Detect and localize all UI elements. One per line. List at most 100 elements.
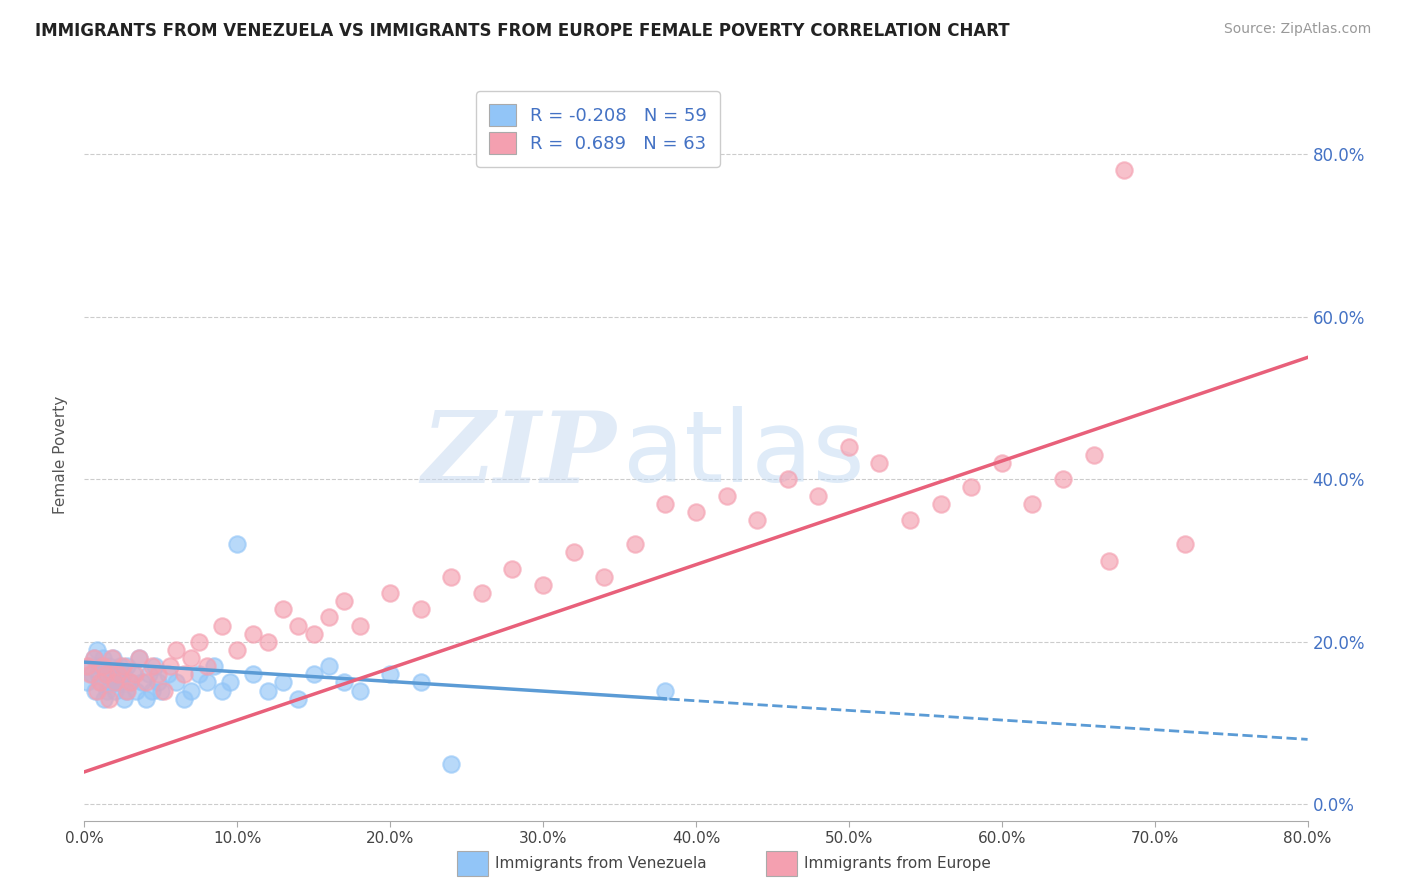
- Point: [120, 675, 142, 690]
- Point: [94, 667, 117, 681]
- Point: [173, 691, 195, 706]
- Point: [159, 659, 181, 673]
- Point: [195, 659, 218, 673]
- Point: [226, 643, 249, 657]
- Point: [108, 659, 131, 673]
- Point: [257, 683, 280, 698]
- Point: [502, 562, 524, 576]
- Point: [593, 570, 616, 584]
- Point: [110, 675, 132, 690]
- Point: [138, 667, 160, 681]
- Point: [685, 505, 707, 519]
- Point: [271, 602, 294, 616]
- Point: [1174, 537, 1197, 551]
- Point: [747, 513, 769, 527]
- Point: [104, 683, 127, 698]
- Point: [103, 651, 125, 665]
- Point: [101, 667, 124, 681]
- Text: Immigrants from Venezuela: Immigrants from Venezuela: [495, 856, 707, 871]
- Point: [1098, 553, 1121, 567]
- Point: [257, 635, 280, 649]
- Point: [79, 659, 101, 673]
- Point: [195, 675, 218, 690]
- Text: Immigrants from Europe: Immigrants from Europe: [804, 856, 991, 871]
- Point: [107, 667, 129, 681]
- Point: [409, 602, 432, 616]
- Text: atlas: atlas: [623, 407, 865, 503]
- Point: [165, 643, 187, 657]
- Point: [86, 643, 108, 657]
- Point: [112, 691, 135, 706]
- Point: [143, 659, 166, 673]
- Point: [302, 667, 325, 681]
- Point: [1021, 497, 1043, 511]
- Point: [89, 675, 111, 690]
- Point: [242, 667, 264, 681]
- Point: [202, 659, 225, 673]
- Point: [624, 537, 647, 551]
- Point: [107, 667, 129, 681]
- Point: [96, 683, 118, 698]
- Point: [1083, 448, 1105, 462]
- Point: [86, 683, 108, 698]
- Point: [440, 570, 463, 584]
- Point: [153, 683, 176, 698]
- Point: [654, 497, 676, 511]
- Point: [146, 675, 169, 690]
- Text: Source: ZipAtlas.com: Source: ZipAtlas.com: [1223, 22, 1371, 37]
- Point: [776, 472, 799, 486]
- Point: [124, 667, 146, 681]
- Point: [180, 683, 202, 698]
- Point: [135, 675, 157, 690]
- Y-axis label: Female Poverty: Female Poverty: [53, 396, 69, 514]
- Point: [165, 675, 187, 690]
- Point: [98, 675, 121, 690]
- Point: [807, 489, 830, 503]
- Point: [409, 675, 432, 690]
- Point: [1052, 472, 1074, 486]
- Point: [125, 683, 148, 698]
- Point: [76, 675, 98, 690]
- Point: [287, 691, 309, 706]
- Point: [122, 667, 145, 681]
- Point: [929, 497, 952, 511]
- Point: [101, 651, 124, 665]
- Point: [97, 691, 120, 706]
- Point: [111, 667, 134, 681]
- Point: [318, 610, 340, 624]
- Point: [105, 675, 128, 690]
- Point: [180, 651, 202, 665]
- Text: IMMIGRANTS FROM VENEZUELA VS IMMIGRANTS FROM EUROPE FEMALE POVERTY CORRELATION C: IMMIGRANTS FROM VENEZUELA VS IMMIGRANTS …: [35, 22, 1010, 40]
- Point: [333, 594, 356, 608]
- Point: [97, 659, 120, 673]
- Legend: R = -0.208   N = 59, R =  0.689   N = 63: R = -0.208 N = 59, R = 0.689 N = 63: [477, 91, 720, 167]
- Point: [83, 651, 105, 665]
- Point: [898, 513, 921, 527]
- Point: [104, 675, 127, 690]
- Point: [654, 683, 676, 698]
- Point: [120, 675, 142, 690]
- Point: [93, 691, 115, 706]
- Point: [135, 691, 157, 706]
- Point: [94, 667, 117, 681]
- Point: [380, 667, 402, 681]
- Point: [115, 683, 138, 698]
- Point: [218, 675, 240, 690]
- Point: [226, 537, 249, 551]
- Point: [349, 618, 371, 632]
- Point: [271, 675, 294, 690]
- Point: [211, 683, 233, 698]
- Point: [318, 659, 340, 673]
- Point: [287, 618, 309, 632]
- Point: [157, 667, 180, 681]
- Point: [131, 675, 153, 690]
- Point: [84, 683, 107, 698]
- Point: [188, 667, 211, 681]
- Point: [960, 480, 983, 494]
- Point: [115, 659, 138, 673]
- Point: [80, 667, 103, 681]
- Point: [79, 667, 101, 681]
- Point: [89, 675, 111, 690]
- Point: [211, 618, 233, 632]
- Point: [91, 651, 114, 665]
